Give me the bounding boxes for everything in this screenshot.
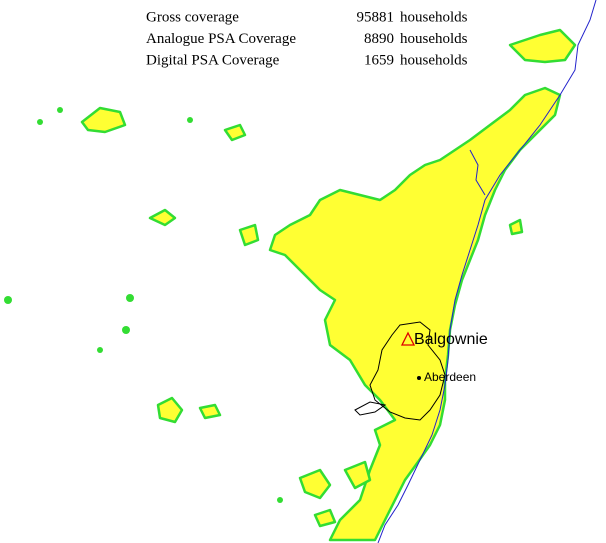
- urban-boundary: [354, 401, 387, 416]
- coverage-area: [148, 208, 177, 227]
- legend-label: Gross coverage: [146, 9, 239, 25]
- coverage-area: [80, 106, 127, 134]
- legend: Gross coverage 95881 households Analogue PS…: [146, 9, 468, 68]
- coverage-area: [223, 123, 247, 142]
- coverage-area: [313, 508, 337, 528]
- legend-unit: households: [400, 9, 468, 25]
- river: [469, 149, 486, 196]
- coverage-area: [277, 497, 283, 503]
- coverage-area: [97, 347, 103, 353]
- coverage-area: [198, 403, 222, 420]
- coastline: [377, 0, 597, 543]
- legend-label: Digital PSA Coverage: [146, 52, 280, 68]
- legend-unit: households: [400, 52, 468, 68]
- coverage-area: [126, 294, 134, 302]
- legend-label: Analogue PSA Coverage: [146, 31, 296, 47]
- legend-unit: households: [400, 31, 468, 47]
- coverage-area: [187, 117, 193, 123]
- place-label: Aberdeen: [424, 370, 476, 384]
- transmitter-marker: [400, 331, 416, 346]
- coverage-area: [37, 119, 43, 125]
- coverage-area: [508, 28, 577, 64]
- coverage-areas: [4, 28, 577, 542]
- coverage-area: [298, 468, 332, 500]
- place-label: Balgownie: [414, 331, 488, 348]
- legend-value: 8890: [364, 31, 394, 47]
- coverage-area: [156, 396, 184, 424]
- coverage-area: [57, 107, 63, 113]
- coverage-area: [4, 296, 12, 304]
- urban-boundary: [369, 321, 446, 421]
- coverage-area: [238, 223, 260, 247]
- coverage-area: [268, 86, 562, 542]
- coverage-area: [508, 218, 524, 236]
- legend-value: 1659: [364, 52, 394, 68]
- legend-value: 95881: [357, 9, 395, 25]
- coverage-area: [122, 326, 130, 334]
- coverage-area: [343, 460, 372, 490]
- town-marker: [417, 376, 421, 380]
